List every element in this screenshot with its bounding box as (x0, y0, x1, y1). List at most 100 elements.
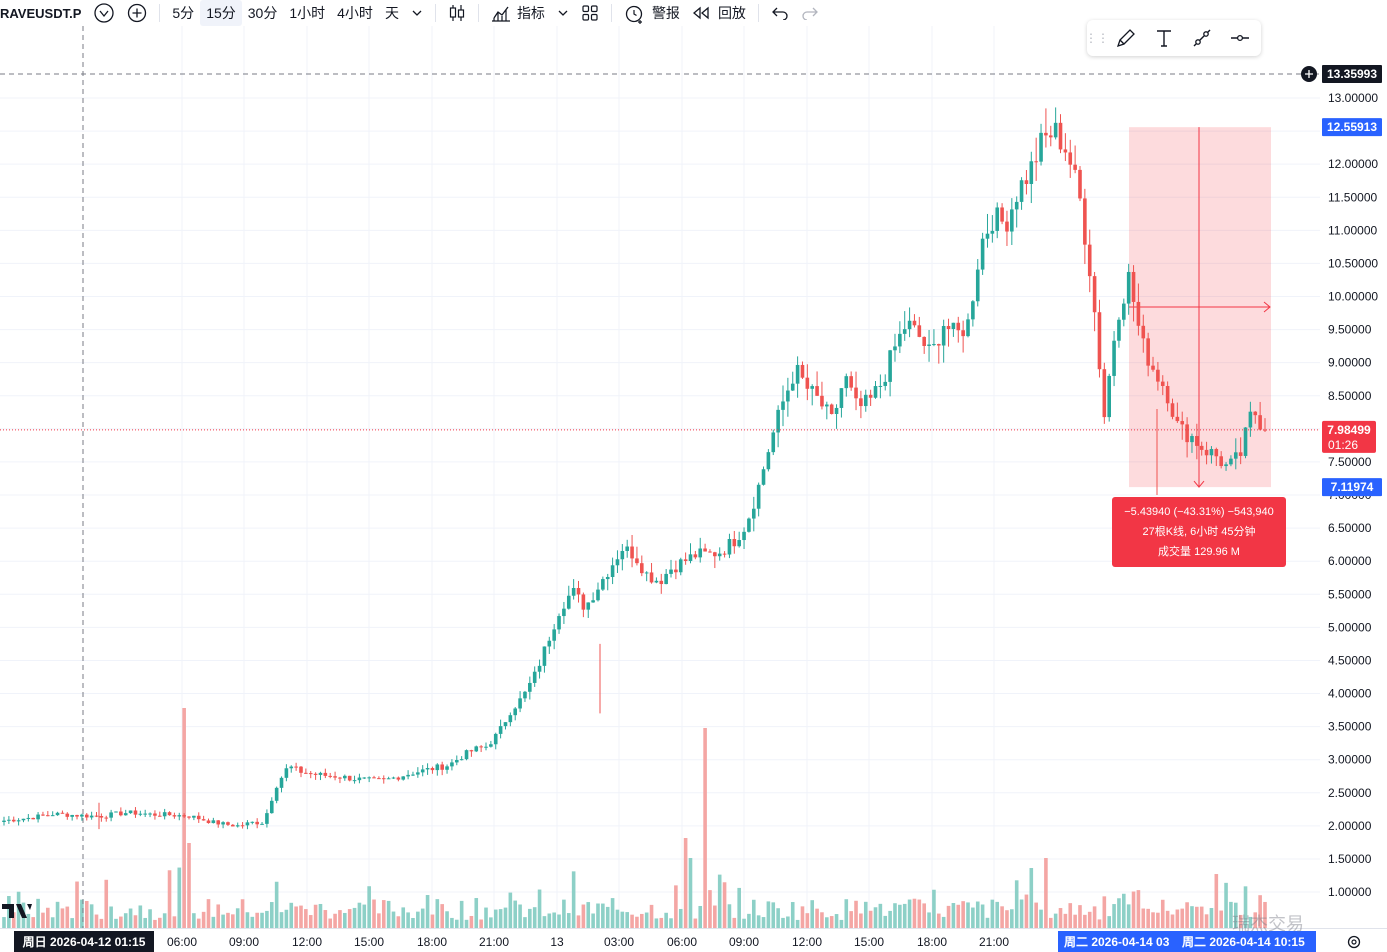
rewind-icon (692, 6, 709, 20)
pen-tool-icon[interactable] (1107, 20, 1145, 56)
compare-add-icon[interactable] (121, 0, 153, 26)
volume-bar (75, 881, 79, 928)
candle-body (1122, 303, 1126, 320)
candle-body (990, 230, 995, 234)
volume-bar (562, 899, 566, 928)
indicators-button[interactable]: 指标 (485, 0, 551, 26)
text-tool-icon[interactable] (1145, 20, 1183, 56)
layout-grid-icon[interactable] (575, 0, 605, 26)
candle-body (985, 233, 990, 239)
candle-body (396, 777, 401, 780)
divider (159, 4, 161, 22)
volume-bar (708, 890, 712, 928)
candle-body (21, 818, 26, 821)
price-chart[interactable]: 13.0000012.5000012.0000011.5000011.00000… (0, 26, 1387, 952)
volume-bar (542, 916, 547, 928)
volume-bar (795, 919, 800, 928)
symbol-search-icon[interactable] (87, 0, 121, 26)
candle-body (347, 775, 352, 781)
candle-body (172, 815, 177, 817)
range-high-label-bg (1322, 118, 1382, 137)
candle-body (26, 817, 31, 819)
candle-body (1253, 411, 1258, 416)
divider (757, 4, 759, 22)
candle-type-icon[interactable] (442, 0, 472, 26)
redo-icon[interactable] (795, 0, 825, 26)
volume-bar (128, 908, 133, 928)
candle-body (844, 376, 849, 389)
candle-body (868, 394, 873, 398)
indicators-label: 指标 (516, 5, 545, 21)
candle-body (1087, 244, 1092, 277)
volume-bar (1180, 908, 1185, 928)
candle-body (289, 766, 294, 769)
volume-bar (878, 903, 883, 928)
divider (610, 4, 612, 22)
volume-bar (1131, 891, 1136, 928)
volume-bar (596, 903, 600, 928)
candle-body (922, 336, 926, 346)
volume-bar (1136, 890, 1141, 928)
volume-bar (216, 904, 221, 928)
volume-bar (863, 901, 868, 928)
volume-bar (1107, 916, 1112, 928)
drag-handle-icon[interactable]: ⋮⋮ (1085, 31, 1109, 45)
indicators-chevron-down-icon[interactable] (551, 0, 575, 26)
interval-dropdown-chevron-down-icon[interactable] (405, 0, 429, 26)
replay-button[interactable]: 回放 (686, 0, 752, 26)
interval-5m[interactable]: 5分 (172, 5, 195, 21)
price-tick-label: 10.50000 (1328, 256, 1378, 270)
candle-body (571, 588, 576, 596)
candle-body (576, 588, 581, 595)
volume-bar (231, 914, 235, 928)
candle-body (713, 552, 717, 557)
candle-body (182, 815, 186, 817)
interval-1h[interactable]: 1小时 (289, 5, 326, 21)
measure-right-arrow (1263, 301, 1271, 313)
volume-bar (781, 917, 785, 928)
candle-body (708, 551, 712, 553)
volume-bar (328, 918, 333, 928)
volume-bar (1214, 874, 1219, 928)
candle-body (177, 815, 182, 817)
volume-bar (260, 912, 264, 928)
alert-button[interactable]: 警报 (618, 0, 686, 26)
interval-4h[interactable]: 4小时 (337, 5, 373, 21)
volume-bar (1204, 914, 1209, 928)
symbol-name[interactable]: RAVEUSDT.P (0, 5, 82, 21)
undo-icon[interactable] (765, 0, 795, 26)
candle-body (722, 553, 727, 555)
candle-body (94, 815, 99, 817)
settings-gear-icon-center (1351, 939, 1357, 945)
candle-body (786, 390, 790, 402)
interval-15m[interactable]: 15分 (200, 0, 242, 26)
volume-bar (732, 917, 737, 928)
interval-1d[interactable]: 天 (384, 5, 399, 21)
volume-bar (654, 918, 659, 928)
trend-line-icon[interactable] (1183, 20, 1221, 56)
candle-body (143, 813, 147, 815)
candle-body (333, 776, 337, 778)
candle-body (737, 540, 741, 547)
volume-bar (1019, 899, 1024, 928)
candle-body (114, 811, 118, 813)
candle-body (1224, 464, 1228, 467)
candle-body (1029, 161, 1034, 184)
horizontal-line-icon[interactable] (1221, 20, 1259, 56)
volume-bar (776, 908, 780, 928)
candle-body (445, 766, 449, 770)
price-tick-label: 6.00000 (1328, 554, 1372, 568)
candle-body (1229, 458, 1233, 465)
candle-body (1005, 221, 1009, 232)
volume-bar (114, 918, 118, 928)
volume-bar (1102, 896, 1107, 928)
candle-body (36, 814, 40, 820)
candle-body (60, 812, 65, 814)
candle-body (552, 629, 556, 641)
time-tick-label: 21:00 (979, 935, 1009, 949)
volume-bar (693, 918, 698, 928)
time-tick-label: 06:00 (167, 935, 197, 949)
interval-30m[interactable]: 30分 (247, 5, 278, 21)
candle-body (128, 810, 133, 814)
volume-bar (26, 913, 31, 928)
